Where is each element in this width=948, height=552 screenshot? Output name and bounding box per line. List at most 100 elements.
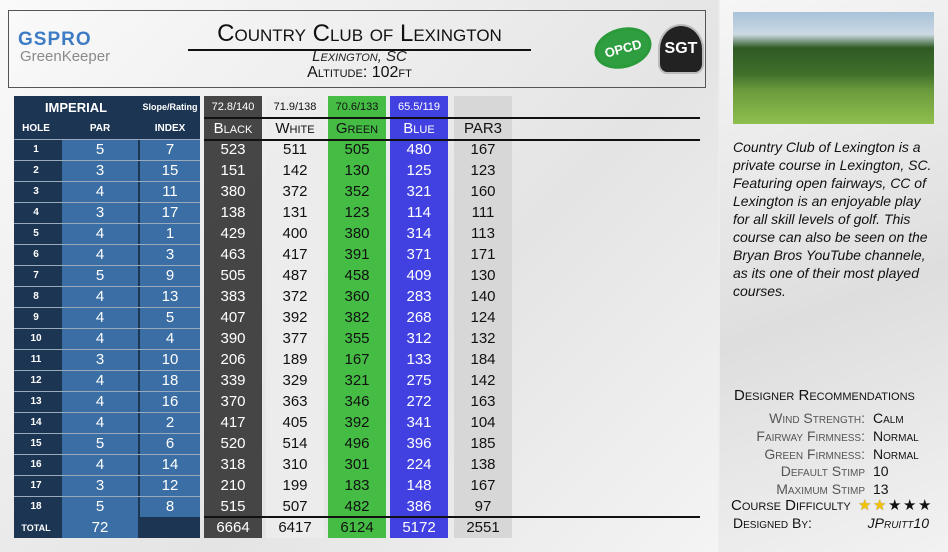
index: 15: [161, 162, 179, 179]
index: 8: [165, 498, 175, 515]
yardage: 515: [220, 498, 246, 515]
yardage: 390: [220, 330, 246, 347]
yardage: 312: [406, 330, 432, 347]
column-header: PAR: [89, 122, 111, 134]
yardage: 377: [282, 330, 308, 347]
yardage: 382: [344, 309, 370, 326]
setting-label: Default Stimp: [780, 463, 865, 480]
yardage: 505: [344, 141, 370, 158]
yardage: 407: [220, 309, 246, 326]
par: 5: [95, 141, 105, 158]
hole-number: 2: [33, 165, 39, 176]
yardage: 417: [220, 414, 246, 431]
row-divider: [14, 139, 200, 140]
setting-label: Wind Strength:: [769, 410, 865, 426]
par: 3: [95, 162, 105, 179]
setting-value: Normal: [873, 445, 919, 462]
difficulty-star: ★: [858, 497, 872, 514]
yardage: 183: [344, 477, 370, 494]
hole-number: 18: [30, 501, 42, 512]
column-header: HOLE: [22, 122, 50, 134]
row-divider: [14, 412, 200, 413]
setting-label: Fairway Firmness:: [756, 427, 865, 444]
rule-line: [204, 117, 700, 119]
yardage: 392: [344, 414, 370, 431]
index: 16: [161, 393, 179, 410]
yardage: 355: [344, 330, 370, 347]
yardage: 339: [220, 372, 246, 389]
yardage: 123: [470, 162, 496, 179]
difficulty-star: ★: [873, 497, 887, 514]
setting-value: 10: [873, 463, 889, 480]
hole-number: 14: [30, 417, 42, 428]
setting-label: Green Firmness:: [764, 445, 865, 462]
yardage: 372: [282, 288, 308, 305]
yardage: 184: [470, 351, 496, 368]
par: 4: [95, 456, 105, 473]
yardage: 514: [282, 435, 308, 452]
yardage: 329: [282, 372, 308, 389]
yardage: 341: [406, 414, 432, 431]
par: 4: [95, 288, 105, 305]
yardage: 268: [406, 309, 432, 326]
yardage: 505: [220, 267, 246, 284]
yardage: 167: [470, 477, 496, 494]
row-divider: [14, 328, 200, 329]
tee-rating: 65.5/119: [397, 101, 440, 113]
yardage: 167: [470, 141, 496, 158]
par: 5: [95, 498, 105, 515]
tee-name: Black: [213, 120, 253, 137]
yardage: 151: [220, 162, 246, 179]
yardage: 97: [474, 498, 492, 515]
tee-column: [328, 96, 386, 538]
yardage: 496: [344, 435, 370, 452]
units-label: IMPERIAL: [44, 99, 108, 115]
yardage: 301: [344, 456, 370, 473]
index: 1: [165, 225, 175, 242]
yardage: 321: [406, 183, 432, 200]
yardage: 130: [470, 267, 496, 284]
yardage: 185: [470, 435, 496, 452]
yardage: 405: [282, 414, 308, 431]
hole-number: 13: [30, 396, 42, 407]
hole-number: 1: [33, 144, 39, 155]
par: 4: [95, 183, 105, 200]
row-divider: [14, 496, 200, 497]
total-yardage: 5172: [402, 519, 436, 536]
hole-number: 17: [30, 480, 42, 491]
course-photo: [733, 12, 934, 124]
course-description: Country Club of Lexington is a private c…: [733, 139, 932, 299]
yardage: 133: [406, 351, 432, 368]
total-yardage: 6664: [216, 519, 250, 536]
tee-column: [266, 96, 324, 538]
rule-line: [204, 139, 700, 141]
index: 6: [165, 435, 175, 452]
row-divider: [14, 454, 200, 455]
yardage: 140: [470, 288, 496, 305]
yardage: 487: [282, 267, 308, 284]
yardage: 310: [282, 456, 308, 473]
yardage: 370: [220, 393, 246, 410]
yardage: 132: [470, 330, 496, 347]
yardage: 206: [220, 351, 246, 368]
row-divider: [14, 181, 200, 182]
index: 11: [162, 183, 178, 200]
yardage: 429: [220, 225, 246, 242]
tee-name: PAR3: [463, 120, 503, 137]
slope-label: Slope/Rating: [142, 102, 198, 112]
yardage: 463: [220, 246, 246, 263]
index: 10: [161, 351, 179, 368]
yardage: 482: [344, 498, 370, 515]
row-divider: [14, 286, 200, 287]
difficulty-star: ★: [903, 497, 917, 514]
designer-title: Designer Recommendations: [734, 387, 915, 404]
par: 4: [95, 414, 105, 431]
yardage: 523: [220, 141, 246, 158]
yardage: 199: [282, 477, 308, 494]
par: 4: [95, 330, 105, 347]
hole-number: 4: [33, 207, 39, 218]
yardage: 131: [282, 204, 308, 221]
yardage: 392: [282, 309, 308, 326]
tee-column: [454, 96, 512, 538]
yardage: 167: [344, 351, 370, 368]
